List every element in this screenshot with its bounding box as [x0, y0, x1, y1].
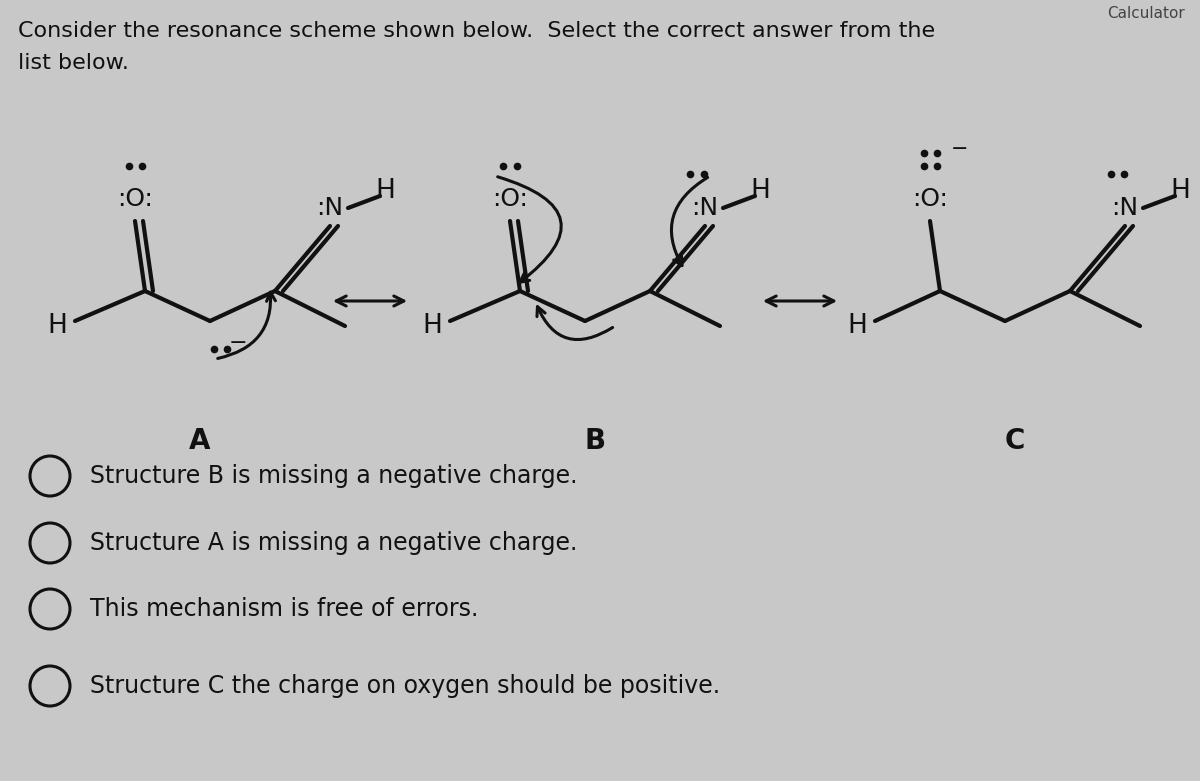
- Text: −: −: [229, 333, 247, 353]
- Text: H: H: [422, 313, 442, 339]
- Text: :N: :N: [691, 196, 719, 220]
- Text: :O:: :O:: [492, 187, 528, 211]
- Text: −: −: [952, 139, 968, 159]
- Text: :O:: :O:: [912, 187, 948, 211]
- Text: B: B: [584, 427, 606, 455]
- Text: This mechanism is free of errors.: This mechanism is free of errors.: [90, 597, 479, 621]
- Text: H: H: [47, 313, 67, 339]
- Text: H: H: [376, 178, 395, 204]
- Text: H: H: [750, 178, 770, 204]
- Text: list below.: list below.: [18, 53, 128, 73]
- Text: :N: :N: [317, 196, 343, 220]
- Text: H: H: [1170, 178, 1190, 204]
- Text: Structure C the charge on oxygen should be positive.: Structure C the charge on oxygen should …: [90, 674, 720, 698]
- Text: C: C: [1004, 427, 1025, 455]
- Text: Structure A is missing a negative charge.: Structure A is missing a negative charge…: [90, 531, 577, 555]
- Text: :O:: :O:: [118, 187, 152, 211]
- Text: Structure B is missing a negative charge.: Structure B is missing a negative charge…: [90, 464, 577, 488]
- Text: H: H: [847, 313, 866, 339]
- Text: A: A: [190, 427, 211, 455]
- Text: Consider the resonance scheme shown below.  Select the correct answer from the: Consider the resonance scheme shown belo…: [18, 21, 935, 41]
- Text: Calculator: Calculator: [1108, 6, 1186, 21]
- Text: :N: :N: [1111, 196, 1139, 220]
